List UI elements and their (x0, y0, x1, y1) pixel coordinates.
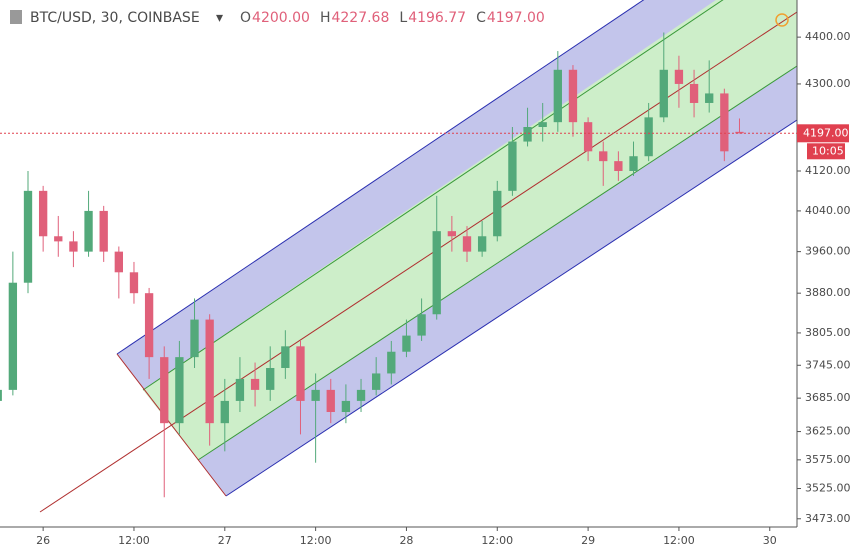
ohlc-value: 4200.00 (252, 10, 310, 26)
y-tick-label: 3880.00 (805, 286, 851, 299)
candle-body (523, 127, 532, 142)
candle-body (281, 346, 290, 368)
candle-body (144, 293, 154, 358)
ohlc-value: 4196.77 (408, 10, 466, 26)
candles (0, 32, 744, 498)
ohlc-value: 4227.68 (331, 10, 389, 26)
candle-body (220, 400, 229, 424)
candle-body (644, 117, 653, 157)
pitchfork-inner-band (143, 0, 797, 460)
pitchfork-median (39, 11, 797, 513)
y-tick-label: 3745.00 (805, 358, 851, 371)
pitchfork-handle-point (775, 13, 789, 27)
y-tick-label: 3960.00 (805, 245, 851, 258)
x-tick-label: 26 (36, 534, 50, 547)
y-tick-label: 4400.00 (805, 30, 851, 43)
y-tick-label: 4300.00 (805, 77, 851, 90)
x-tick-label: 29 (581, 534, 595, 547)
candle-body (205, 319, 214, 424)
pitchfork (0, 0, 797, 513)
candle-body (538, 122, 547, 128)
candle-body (462, 236, 472, 252)
x-tick-label: 12:00 (118, 534, 150, 547)
candle-body (8, 282, 18, 390)
candle-body (432, 231, 441, 315)
y-tick-label: 4040.00 (805, 204, 851, 217)
candle-body (23, 190, 33, 283)
x-tick-label: 28 (399, 534, 413, 547)
y-tick-label: 3525.00 (805, 482, 851, 495)
candle-body (0, 389, 2, 401)
y-tick-label: 3575.00 (805, 453, 851, 466)
candle-body (266, 367, 275, 390)
candle-body (341, 400, 351, 413)
pitchfork-line (116, 0, 645, 355)
ohlc-name: L (399, 10, 407, 26)
y-tick-label: 3473.00 (805, 512, 851, 525)
y-tick-label: 3805.00 (805, 326, 851, 339)
candle-body (493, 190, 502, 237)
dropdown-arrow[interactable]: ▾ (216, 10, 223, 26)
candle-body (477, 236, 487, 252)
x-tick-label: 27 (218, 534, 232, 547)
chart-title: BTC/USD, 30, COINBASE (30, 10, 200, 26)
y-tick-label: 4120.00 (805, 164, 851, 177)
candle-body (417, 314, 426, 336)
price-tag (797, 124, 849, 143)
candle-body (69, 241, 78, 252)
candle-body (250, 378, 260, 390)
countdown-tag (807, 143, 845, 160)
countdown-label: 10:05 (812, 144, 844, 157)
y-tick-label: 3685.00 (805, 391, 851, 404)
candle-body (190, 319, 199, 358)
symbol-icon (10, 10, 22, 24)
ohlc-name: C (476, 10, 486, 26)
candle-body (720, 93, 729, 152)
candle-body (84, 210, 93, 252)
candle-body (311, 389, 320, 401)
candle-body (326, 389, 335, 413)
candle-body (629, 156, 638, 171)
candle-body (356, 389, 366, 401)
candle-body (99, 210, 108, 252)
candle-body (387, 351, 396, 374)
ohlc-value: 4197.00 (487, 10, 545, 26)
candle-body (175, 357, 184, 424)
candle-body (599, 151, 608, 162)
candle-body (614, 161, 623, 171)
x-tick-label: 12:00 (300, 534, 332, 547)
candle-body (447, 231, 457, 237)
x-tick-label: 12:00 (663, 534, 695, 547)
candle-body (296, 346, 305, 401)
x-tick-label: 30 (763, 534, 777, 547)
candle-body (402, 335, 411, 352)
candle-body (674, 69, 684, 84)
pitchfork-line (225, 119, 797, 497)
y-tick-label: 3625.00 (805, 425, 851, 438)
candle-body (553, 69, 562, 123)
header: BTC/USD, 30, COINBASE ▾ O 4200.00 H 4227.68… (10, 10, 545, 26)
candle-body (568, 69, 578, 123)
candle-body (54, 236, 63, 242)
candle-body (114, 251, 123, 273)
candle-body (583, 122, 593, 152)
candle-body (705, 93, 714, 103)
candle-body (372, 373, 381, 390)
ohlc-name: O (240, 10, 251, 26)
ohlc-name: H (320, 10, 331, 26)
candle-body (235, 378, 245, 401)
x-tick-label: 12:00 (481, 534, 513, 547)
price-tag-label: 4197.00 (803, 126, 849, 139)
pitchfork-line (142, 0, 724, 391)
candle-body (38, 190, 48, 237)
candle-body (508, 141, 517, 191)
candle-body (160, 357, 169, 424)
candle-body (735, 131, 744, 134)
candle-body (659, 69, 668, 118)
candle-body (129, 272, 139, 294)
candle-body (689, 83, 699, 103)
